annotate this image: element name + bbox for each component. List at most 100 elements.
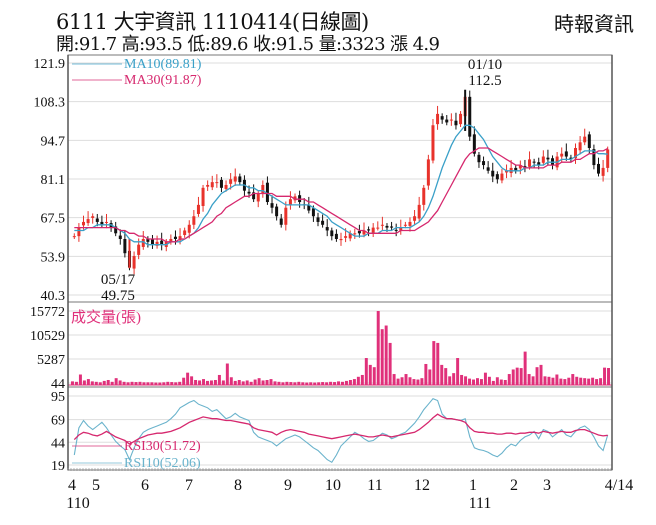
volume-bar (71, 381, 74, 385)
volume-bar (138, 381, 142, 385)
price-axis-tick-label: 121.9 (34, 57, 66, 72)
x-month-label: 3 (543, 477, 551, 494)
candle-body (307, 204, 311, 211)
ohlc-summary: 開:91.7 高:93.5 低:89.6 收:91.5 量:3323 漲 4.9 (56, 34, 440, 55)
ma10-line (74, 124, 608, 246)
low-date-annotation: 05/17 (101, 272, 136, 288)
candle-body (192, 216, 196, 225)
candle-body (265, 182, 269, 203)
candle-body (155, 241, 159, 246)
volume-bar (392, 374, 396, 385)
volume-bar (539, 364, 543, 385)
candle-body (546, 157, 550, 160)
candle-body (353, 233, 357, 235)
x-month-label: 8 (234, 477, 242, 494)
candle-body (123, 238, 127, 254)
volume-bar (356, 376, 360, 385)
candle-body (528, 159, 532, 167)
candle-body (491, 170, 495, 177)
candle-body (330, 230, 334, 237)
volume-bar (535, 367, 539, 385)
candle-body (569, 157, 573, 160)
volume-bar (384, 325, 388, 385)
moving-average-lines (74, 124, 609, 246)
volume-bar (400, 377, 404, 385)
volume-bar (245, 380, 249, 385)
candle-body (385, 225, 389, 228)
ma-legend-label: MA10(89.81) (124, 57, 202, 72)
volume-bar (507, 374, 511, 385)
volume-bar (440, 364, 444, 385)
grid-lines (68, 62, 612, 466)
candle-body (270, 203, 274, 208)
volume-bar (325, 382, 329, 385)
candle-body (252, 192, 256, 200)
volume-bar (579, 377, 583, 385)
volume-bar (523, 351, 527, 385)
volume-bar (603, 367, 607, 385)
volume-bar (563, 379, 567, 385)
candle-body (459, 113, 463, 125)
candle-body (601, 167, 605, 176)
volume-bar (114, 378, 118, 385)
candle-body (537, 162, 541, 166)
volume-bar (261, 380, 265, 385)
volume-bar (110, 381, 114, 385)
volume-bar (170, 382, 174, 385)
volume-bar (511, 369, 515, 385)
volume-bar (166, 381, 170, 385)
price-axis-tick-label: 53.9 (41, 250, 66, 265)
chart-legend: MA10(89.81)MA30(91.87) RSI30(51.72) RSI10(… (71, 57, 202, 471)
x-month-label: 12 (414, 477, 430, 494)
rsi-axis-tick-label: 44 (51, 436, 65, 451)
candle-body (362, 230, 366, 235)
candle-body (224, 184, 228, 189)
volume-bars (68, 311, 612, 386)
volume-bar (209, 380, 213, 385)
volume-bar (380, 329, 384, 385)
volume-bar (194, 379, 198, 385)
volume-bar (404, 374, 408, 385)
x-month-label: 6 (141, 477, 149, 494)
rsi-legend-label: RSI30(51.72) (124, 439, 201, 454)
candle-body (532, 161, 536, 163)
volume-bar (547, 376, 551, 385)
volume-bar (253, 379, 257, 385)
x-month-label: 9 (284, 477, 292, 494)
x-month-label: 10 (325, 477, 341, 494)
volume-bar (130, 381, 134, 385)
x-month-label: 1 (469, 477, 477, 494)
candle-body (477, 154, 481, 163)
volume-bar (86, 379, 90, 385)
high-date-annotation: 01/10 (468, 57, 502, 73)
volume-bar (416, 379, 420, 385)
volume-bar (182, 377, 186, 385)
candle-body (399, 227, 403, 231)
volume-bar (289, 382, 293, 385)
candle-body (288, 199, 292, 206)
candle-body (86, 219, 90, 224)
candle-body (587, 134, 591, 149)
volume-bar (476, 378, 479, 385)
candle-body (178, 236, 182, 241)
candle-body (505, 170, 509, 173)
candle-body (206, 184, 210, 187)
volume-bar (551, 377, 555, 385)
volume-bar (599, 378, 603, 385)
volume-bar (90, 381, 94, 385)
candle-body (417, 204, 421, 219)
candle-body (215, 182, 219, 184)
volume-bar (396, 378, 400, 385)
candle-body (284, 207, 288, 225)
candle-body (150, 239, 154, 245)
volume-bar (388, 342, 392, 385)
volume-bar (122, 381, 126, 385)
candle-body (436, 113, 440, 125)
volume-bar (233, 380, 237, 385)
volume-bar (567, 377, 571, 385)
candle-body (394, 229, 398, 231)
candle-body (325, 227, 329, 231)
volume-bar (479, 379, 483, 385)
volume-bar (118, 380, 122, 385)
candle-body (495, 174, 499, 180)
